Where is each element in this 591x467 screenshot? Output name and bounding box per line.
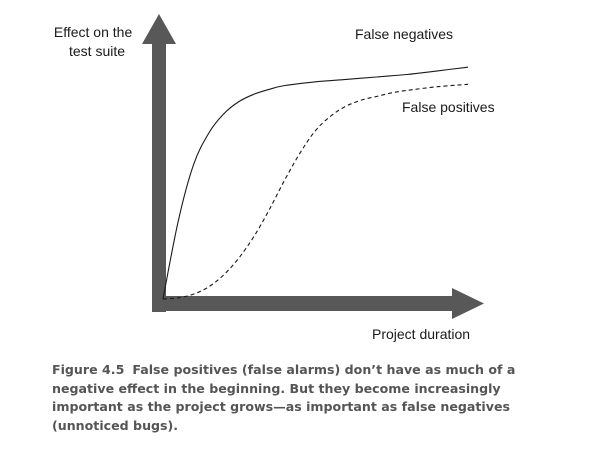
x-axis-arrow [152,288,484,319]
false-negatives-line [162,66,469,300]
y-axis-label-line-1: Effect on the [54,24,133,40]
figure-caption: Figure 4.5 False positives (false alarms)… [52,361,552,435]
false-negatives-label: False negatives [355,26,453,42]
false-positives-label: False positives [402,99,495,115]
y-axis-arrow [142,14,176,312]
y-axis-label-line-2: test suite [69,43,125,59]
y-axis-label: Effect on the test suite [54,24,136,59]
chart-figure: Effect on the test suite Project duratio… [54,14,495,342]
caption-text: False positives (false alarms) don’t hav… [52,362,516,433]
false-positives-line [162,83,469,300]
caption-number: Figure 4.5 [52,362,125,377]
x-axis-label: Project duration [372,326,470,342]
